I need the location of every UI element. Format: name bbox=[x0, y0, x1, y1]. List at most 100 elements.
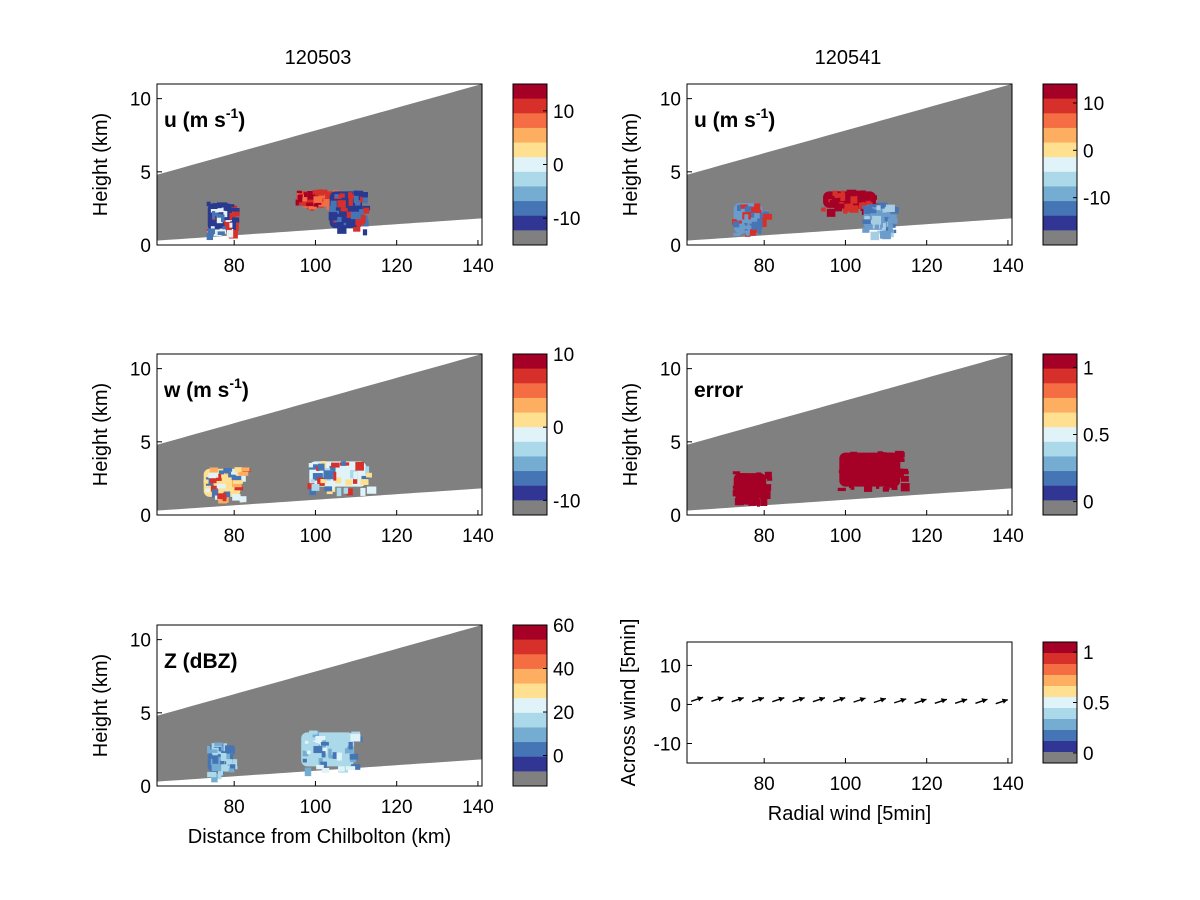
echo-cell bbox=[239, 471, 249, 476]
y-tick-label: 10 bbox=[130, 90, 151, 111]
echo-cell bbox=[743, 482, 750, 488]
echo-cell bbox=[744, 214, 749, 221]
echo-cell bbox=[308, 202, 317, 210]
echo-cell bbox=[307, 483, 315, 490]
colorbar-segment bbox=[1043, 675, 1077, 687]
x-tick-label: 100 bbox=[830, 774, 862, 795]
echo-cell bbox=[234, 467, 243, 473]
echo-cell bbox=[361, 475, 370, 481]
echo-cell bbox=[881, 452, 887, 456]
echo-cell bbox=[842, 478, 853, 484]
colorbar-segment bbox=[1043, 215, 1077, 231]
plot-frame bbox=[686, 83, 1013, 246]
colorbar-segment bbox=[1043, 397, 1077, 414]
echo-cell bbox=[318, 202, 329, 207]
echo-cell bbox=[895, 458, 905, 462]
echo-cell bbox=[217, 213, 222, 218]
echo-cell bbox=[902, 470, 909, 475]
echo-cell bbox=[744, 206, 752, 212]
echo-cell bbox=[323, 199, 334, 204]
echo-cell bbox=[348, 192, 353, 198]
x-tick-label: 80 bbox=[754, 774, 775, 795]
echo-cell bbox=[211, 765, 222, 772]
echo-cell bbox=[222, 477, 232, 482]
echo-cell bbox=[325, 481, 336, 488]
echo-cell bbox=[752, 209, 761, 216]
echo-cell bbox=[861, 467, 868, 471]
echo-cell bbox=[764, 471, 772, 479]
colorbar-tick-label: 0 bbox=[1083, 141, 1094, 162]
echo-cell bbox=[334, 477, 342, 484]
colorbar-segment bbox=[513, 368, 547, 384]
echo-cell bbox=[308, 463, 314, 468]
echo-cell bbox=[737, 225, 744, 235]
echo-cell bbox=[302, 749, 309, 757]
y-tick-label: 10 bbox=[660, 656, 681, 677]
colorbar-segment bbox=[513, 471, 547, 487]
echo-cell bbox=[353, 222, 361, 232]
colorbar-segment bbox=[1043, 500, 1077, 516]
echo-cell bbox=[342, 479, 349, 485]
wind-arrow-head bbox=[961, 698, 968, 704]
echo-cell bbox=[320, 761, 328, 768]
colorbar-segment bbox=[513, 683, 547, 699]
echo-cell bbox=[345, 479, 353, 486]
echo-cell bbox=[215, 756, 222, 761]
echo-cell bbox=[212, 755, 219, 764]
echo-cell bbox=[850, 486, 855, 490]
y-axis-label: Height (km) bbox=[90, 383, 112, 486]
x-tick-label: 140 bbox=[462, 526, 494, 547]
echo-cell bbox=[856, 462, 861, 468]
echo-cell bbox=[211, 489, 219, 498]
x-tick-label: 80 bbox=[224, 797, 245, 818]
colorbar-segment bbox=[1043, 730, 1077, 742]
echo-cell bbox=[844, 200, 854, 206]
echo-cell bbox=[363, 194, 368, 204]
echo-cell bbox=[746, 484, 753, 491]
echo-cell bbox=[366, 486, 377, 494]
y-tick-label: 10 bbox=[660, 360, 681, 381]
y-axis-label: Height (km) bbox=[90, 654, 112, 757]
colorbar-tick-label: 0 bbox=[553, 747, 564, 768]
echo-cell bbox=[849, 205, 859, 213]
echo-cell bbox=[754, 203, 761, 210]
echo-cell bbox=[883, 213, 891, 220]
echo-cell bbox=[307, 193, 315, 200]
echo-cell bbox=[896, 468, 904, 474]
echo-cell bbox=[228, 471, 236, 480]
beam-wedge bbox=[157, 84, 482, 241]
colorbar-segment bbox=[1043, 686, 1077, 698]
x-axis-label: Radial wind [5min] bbox=[768, 803, 931, 825]
y-tick-label: 0 bbox=[140, 777, 151, 798]
echo-cell bbox=[880, 460, 891, 467]
echo-cell bbox=[888, 224, 893, 233]
colorbar-tick-label: 1 bbox=[1083, 643, 1094, 664]
colorbar-segment bbox=[513, 98, 547, 114]
colorbar-segment bbox=[1043, 171, 1077, 187]
echo-cell bbox=[900, 483, 910, 492]
echo-cell bbox=[241, 467, 250, 472]
x-tick-label: 80 bbox=[754, 256, 775, 277]
echo-cell bbox=[354, 201, 361, 206]
echo-cell bbox=[829, 199, 834, 204]
panel-error: 80 100 120 140 0 5 10 Height (km) error 1 0.5 0 bbox=[620, 353, 1109, 547]
echo-cell bbox=[891, 463, 900, 471]
echo-cell bbox=[229, 222, 233, 228]
echo-cell bbox=[336, 487, 342, 497]
echo-cell bbox=[228, 204, 235, 208]
echo-cell bbox=[329, 207, 340, 214]
colorbar-segment bbox=[1043, 719, 1077, 731]
colorbar-segment bbox=[513, 742, 547, 758]
echo-cell bbox=[863, 470, 871, 478]
echo-cell bbox=[356, 191, 361, 200]
echo-cell bbox=[753, 490, 757, 496]
echo-cell bbox=[203, 479, 207, 484]
y-tick-label: 10 bbox=[130, 360, 151, 381]
echo-cell bbox=[733, 232, 741, 237]
echo-cell bbox=[234, 486, 244, 491]
colorbar-segment bbox=[513, 500, 547, 516]
colorbar-segment bbox=[513, 142, 547, 158]
echo-cell bbox=[217, 202, 228, 208]
colorbar-segment bbox=[513, 215, 547, 231]
echo-cell bbox=[864, 484, 870, 492]
